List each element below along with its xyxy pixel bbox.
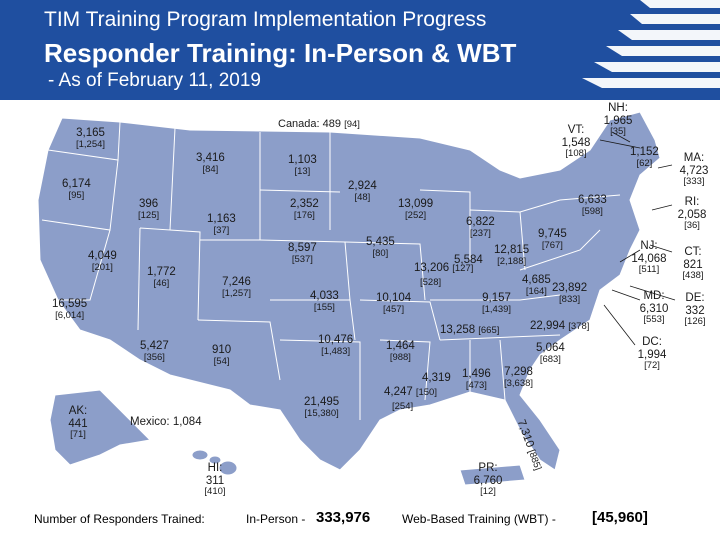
region-ks: 4,033 [155]: [310, 290, 339, 313]
region-ok: 10,476 [1,483]: [318, 334, 354, 357]
region-de: DE: 332 [126]: [684, 292, 706, 328]
region-mexico: Mexico: 1,084: [130, 416, 202, 428]
region-ak: AK: 441 [71]: [68, 405, 88, 441]
region-ct: CT: 821 [438]: [682, 246, 704, 282]
title-banner: TIM Training Program Implementation Prog…: [0, 0, 720, 100]
region-wa: 3,165 [1,254]: [76, 127, 106, 150]
region-ri: RI: 2,058 [36]: [677, 196, 707, 232]
region-nd: 1,103 [13]: [288, 154, 317, 177]
region-wi: 13,099 [252]: [398, 198, 434, 221]
region-id: 396 [125]: [138, 198, 160, 221]
region-al: 1,496 [473]: [462, 368, 491, 391]
region-nh: NH: 1,965 [35]: [603, 102, 633, 138]
region-tn: 13,258 [665]: [440, 324, 500, 336]
region-ar: 1,464 [988]: [386, 340, 415, 363]
region-ut: 1,772 [46]: [147, 266, 176, 289]
region-pa: 9,745 [767]: [538, 228, 567, 251]
region-ms: 4,319: [422, 372, 451, 384]
region-il: 13,206 [127]: [414, 262, 474, 274]
banner-stripes: [582, 0, 720, 88]
inperson-total: 333,976: [316, 509, 371, 526]
region-ia: 5,435 [80]: [366, 236, 395, 259]
region-vt: VT: 1,548 [108]: [561, 124, 591, 160]
region-co: 7,246 [1,257]: [222, 276, 252, 299]
region-nj: NJ: 14,068 [511]: [631, 240, 667, 276]
region-ga: 7,298 [3,638]: [504, 366, 534, 389]
region-az: 5,427 [356]: [140, 340, 169, 363]
region-md-inner: 23,892 [833]: [552, 282, 588, 305]
puerto-rico-shape: [459, 464, 526, 486]
region-wy: 1,163 [37]: [207, 213, 236, 236]
responders-label: Number of Responders Trained:: [34, 512, 205, 526]
region-ne: 8,597 [537]: [288, 242, 317, 265]
region-dc: DC: 1,994 [72]: [637, 336, 667, 372]
region-me: 1,152 [62]: [630, 146, 659, 169]
region-la-wbt: [254]: [392, 401, 414, 412]
region-wv: 4,685 [164]: [522, 274, 551, 297]
region-la: 4,247 [150]: [384, 386, 437, 398]
region-va: 9,157 [1,439]: [482, 292, 512, 315]
region-nm: 910 [54]: [212, 344, 232, 367]
region-md: MD: 6,310 [553]: [639, 290, 669, 326]
region-mo: 10,104 [457]: [376, 292, 412, 315]
region-canada: Canada: 489 [94]: [278, 118, 360, 130]
region-in: 5,584: [454, 254, 483, 266]
region-oh: 12,815 [2,188]: [494, 244, 530, 267]
wbt-label: Web-Based Training (WBT) -: [402, 512, 556, 526]
region-sc: 5,064 [683]: [536, 342, 565, 365]
callout-lines: [599, 131, 676, 346]
region-or: 6,174 [95]: [62, 178, 91, 201]
region-mn: 2,924 [48]: [348, 180, 377, 203]
banner-title-line3: - As of February 11, 2019: [48, 70, 261, 91]
banner-title-line2: Responder Training: In-Person & WBT: [44, 38, 517, 68]
inperson-label: In-Person -: [246, 512, 306, 526]
region-tx: 21,495 [15,380]: [304, 396, 340, 419]
region-il-wbt: [528]: [420, 277, 442, 288]
region-sd: 2,352 [176]: [290, 198, 319, 221]
alaska-shape: [49, 389, 152, 466]
wbt-total: [45,960]: [592, 509, 648, 526]
region-pr: PR: 6,760 [12]: [473, 462, 503, 498]
region-nv: 4,049 [201]: [88, 250, 117, 273]
region-hi: HI: 311 [410]: [204, 462, 226, 498]
banner-title-line1: TIM Training Program Implementation Prog…: [44, 8, 487, 31]
region-ca: 16,595 [6,014]: [52, 298, 88, 321]
region-nc: 22,994 [378]: [530, 320, 590, 332]
region-mt: 3,416 [84]: [196, 152, 225, 175]
region-ny: 6,633 [598]: [578, 194, 607, 217]
region-ma: MA: 4,723 [333]: [679, 152, 709, 188]
region-mi: 6,822 [237]: [466, 216, 495, 239]
hawaii-shape: [191, 449, 238, 476]
